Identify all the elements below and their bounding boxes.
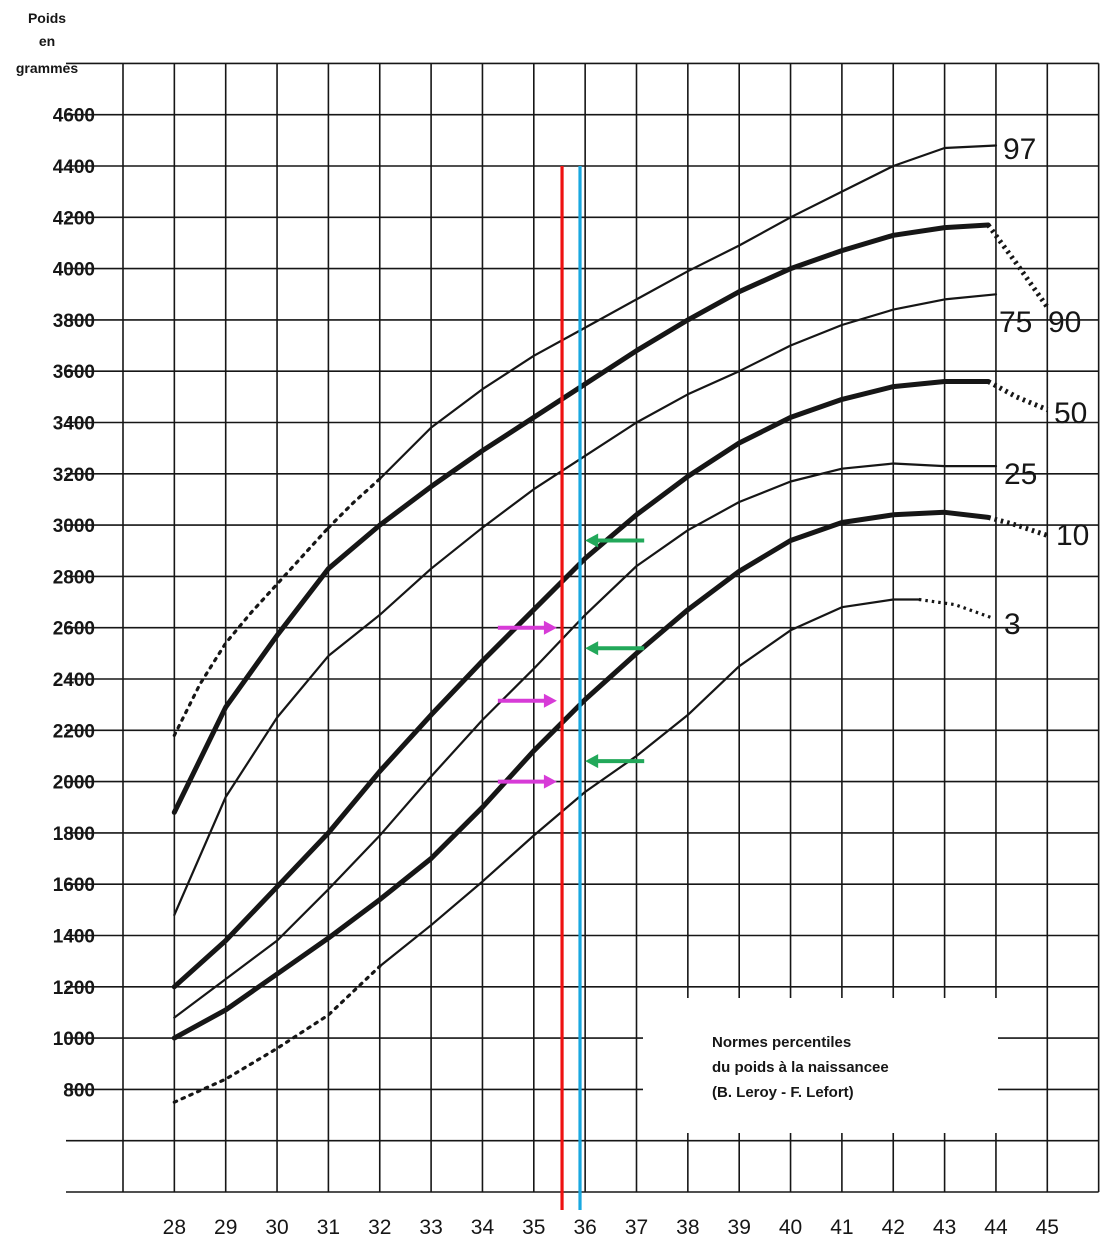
x-tick-30: 30 bbox=[265, 1216, 288, 1239]
percentile-10-curve-group bbox=[171, 509, 1049, 1041]
y-axis-label-line-2: en bbox=[39, 33, 55, 49]
tick-labels: 800 1000 1200 1400 1600 1800 2000 2200 2400 2600 2… bbox=[53, 106, 1059, 1239]
arrow-head bbox=[543, 620, 557, 635]
annotation-box bbox=[643, 998, 998, 1133]
y-tick-1800: 1800 bbox=[53, 824, 95, 845]
left-arrow-4 bbox=[585, 533, 645, 548]
y-tick-4000: 4000 bbox=[53, 260, 95, 281]
right-arrow-3 bbox=[497, 774, 557, 789]
percentile-90-curve-group bbox=[171, 222, 1050, 815]
end-label-25: 25 bbox=[1004, 458, 1037, 491]
x-tick-33: 33 bbox=[419, 1216, 442, 1239]
y-tick-2000: 2000 bbox=[53, 773, 95, 794]
y-tick-2200: 2200 bbox=[53, 721, 95, 742]
grid bbox=[66, 62, 1100, 1193]
end-label-97: 97 bbox=[1003, 133, 1036, 166]
arrow-markers bbox=[497, 533, 645, 789]
y-tick-3400: 3400 bbox=[53, 414, 95, 435]
arrow-head bbox=[585, 641, 599, 656]
y-tick-4600: 4600 bbox=[53, 106, 95, 127]
arrow-head bbox=[543, 693, 557, 708]
annotation-line-3: (B. Leroy - F. Lefort) bbox=[712, 1084, 854, 1101]
end-label-90: 90 bbox=[1048, 306, 1081, 339]
y-tick-3000: 3000 bbox=[53, 516, 95, 537]
x-tick-28: 28 bbox=[163, 1216, 186, 1239]
end-label-10: 10 bbox=[1056, 519, 1089, 552]
x-tick-35: 35 bbox=[522, 1216, 545, 1239]
percentile-90-dotted-end bbox=[986, 223, 1050, 309]
x-tick-36: 36 bbox=[573, 1216, 596, 1239]
y-tick-3800: 3800 bbox=[53, 311, 95, 332]
x-tick-45: 45 bbox=[1036, 1216, 1059, 1239]
y-tick-4200: 4200 bbox=[53, 208, 95, 229]
arrow-head bbox=[585, 754, 599, 769]
right-arrow-1 bbox=[497, 620, 557, 635]
y-tick-1600: 1600 bbox=[53, 875, 95, 896]
annotation-line-1: Normes percentiles bbox=[712, 1034, 851, 1051]
x-tick-29: 29 bbox=[214, 1216, 237, 1239]
y-tick-4400: 4400 bbox=[53, 157, 95, 178]
percentile-50-dotted-end bbox=[987, 379, 1049, 413]
percentile-97-curve-group bbox=[326, 144, 998, 530]
x-tick-39: 39 bbox=[728, 1216, 751, 1239]
percentile-10-line bbox=[171, 509, 991, 1041]
y-tick-3600: 3600 bbox=[53, 362, 95, 383]
y-tick-1000: 1000 bbox=[53, 1029, 95, 1050]
x-tick-31: 31 bbox=[317, 1216, 340, 1239]
y-tick-800: 800 bbox=[63, 1080, 95, 1101]
y-tick-2800: 2800 bbox=[53, 567, 95, 588]
x-tick-44: 44 bbox=[984, 1216, 1008, 1239]
x-tick-34: 34 bbox=[471, 1216, 495, 1239]
end-label-3: 3 bbox=[1004, 608, 1021, 641]
y-axis-label-line-3: grammes bbox=[16, 60, 78, 76]
y-tick-3200: 3200 bbox=[53, 465, 95, 486]
y-axis-label-line-1: Poids bbox=[28, 10, 66, 26]
annotation-line-2: du poids à la naissancee bbox=[712, 1059, 889, 1076]
y-tick-1400: 1400 bbox=[53, 927, 95, 948]
percentile-25-line bbox=[173, 462, 998, 1019]
percentile-50-curve-group bbox=[171, 379, 1049, 990]
x-tick-38: 38 bbox=[676, 1216, 699, 1239]
x-tick-37: 37 bbox=[625, 1216, 648, 1239]
percentile-25-curve-group bbox=[173, 462, 998, 1019]
percentile-97-line bbox=[378, 144, 998, 480]
reference-lines bbox=[560, 166, 582, 1210]
percentile-97-dotted-start bbox=[326, 477, 382, 530]
x-tick-42: 42 bbox=[882, 1216, 905, 1239]
percentile-50-line bbox=[171, 379, 991, 990]
x-tick-40: 40 bbox=[779, 1216, 802, 1239]
x-tick-43: 43 bbox=[933, 1216, 956, 1239]
right-arrow-2 bbox=[497, 693, 557, 708]
arrow-head bbox=[543, 774, 557, 789]
x-tick-32: 32 bbox=[368, 1216, 391, 1239]
y-tick-2400: 2400 bbox=[53, 670, 95, 691]
y-tick-1200: 1200 bbox=[53, 978, 95, 999]
end-label-75: 75 bbox=[999, 306, 1032, 339]
percentile-curves bbox=[171, 144, 1050, 1104]
x-tick-41: 41 bbox=[830, 1216, 853, 1239]
arrow-head bbox=[585, 533, 599, 548]
percentile-75-curve-group bbox=[173, 293, 998, 917]
percentile-90-line bbox=[171, 222, 991, 815]
end-label-50: 50 bbox=[1054, 397, 1087, 430]
percentile-3-line bbox=[378, 598, 920, 968]
percentile-90-dotted-start bbox=[172, 526, 330, 737]
percentile-75-line bbox=[173, 293, 998, 917]
percentile-3-dotted-start bbox=[172, 964, 382, 1104]
left-arrow-6 bbox=[585, 754, 645, 769]
y-tick-2600: 2600 bbox=[53, 619, 95, 640]
left-arrow-5 bbox=[585, 641, 645, 656]
percentile-3-curve-group bbox=[172, 597, 992, 1104]
